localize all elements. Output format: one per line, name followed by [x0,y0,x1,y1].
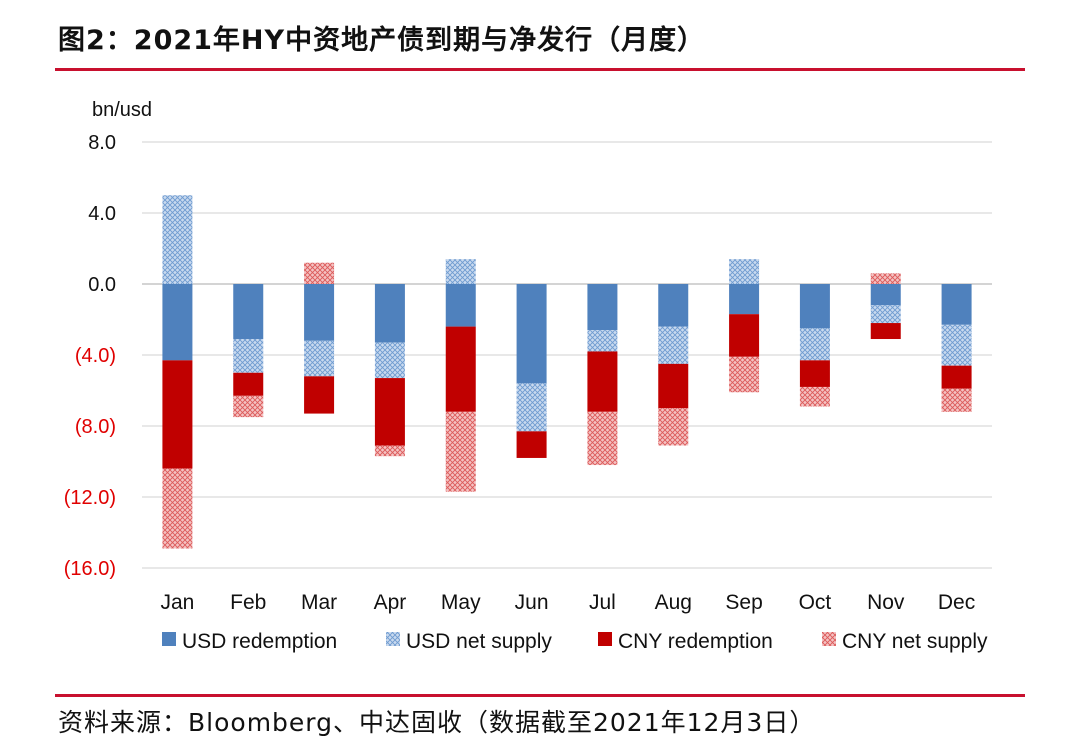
bar-cny-redemption [162,360,193,469]
bar-cny-redemption [304,376,335,414]
bar-usd-net-supply [941,324,972,366]
bar-cny-net-supply [729,356,760,393]
x-tick-label: Feb [230,591,266,614]
bar-cny-net-supply [374,445,405,457]
bar-usd-redemption [799,284,830,329]
y-tick-label: 0.0 [88,274,116,296]
bar-usd-redemption [587,284,618,331]
bar-usd-net-supply [304,340,335,377]
legend-cny-redemption-label: CNY redemption [618,630,773,653]
x-tick-label: Mar [301,591,337,614]
bar-usd-net-supply [445,259,476,284]
bar-usd-redemption [233,284,264,340]
bar-cny-redemption [445,326,476,412]
y-tick-label: (4.0) [75,345,116,367]
x-tick-label: May [441,591,481,614]
legend-cny-net-supply-label: CNY net supply [842,630,988,653]
legend-usd-net-supply-label: USD net supply [406,630,552,653]
x-tick-label: Jan [160,591,194,614]
legend-usd-net-supply-swatch [386,632,400,646]
legend-cny-net-supply-swatch [822,632,836,646]
bar-cny-net-supply [162,468,193,549]
bar-usd-net-supply [658,326,689,364]
bar-cny-net-supply [658,408,689,446]
y-tick-label: (8.0) [75,416,116,438]
bar-cny-redemption [587,351,618,412]
bar-usd-net-supply [516,383,547,432]
bar-cny-net-supply [870,273,901,284]
bar-usd-redemption [162,284,193,361]
x-tick-label: Oct [799,591,832,614]
bar-usd-redemption [374,284,405,343]
bar-cny-redemption [941,365,972,389]
x-axis: Jan Feb Mar Apr May Jun Jul Aug Sep Oct Nov Dec [160,591,975,614]
bar-usd-net-supply [374,342,405,379]
bar-cny-net-supply [941,388,972,412]
bar-usd-redemption [729,284,760,315]
legend: USD redemption USD net supply CNY redempti… [162,630,988,653]
bar-usd-redemption [658,284,689,327]
bar-cny-net-supply [799,386,830,407]
bar-usd-redemption [516,284,547,384]
x-tick-label: Apr [374,591,407,614]
bar-usd-net-supply [587,330,618,352]
x-tick-label: Dec [938,591,975,614]
y-axis: 8.0 4.0 0.0 (4.0) (8.0) (12.0) (16.0) [64,132,116,580]
bar-cny-net-supply [233,395,264,418]
source-divider [55,694,1025,697]
bar-cny-net-supply [304,262,335,284]
stacked-bar-chart: bn/usd 8.0 4.0 0.0 (4.0) (8.0) (12.0) (16.0) J… [64,99,992,653]
legend-cny-redemption-swatch [598,632,612,646]
bar-usd-net-supply [870,305,901,324]
y-tick-label: 8.0 [88,132,116,154]
x-tick-label: Jun [515,591,549,614]
bar-usd-redemption [304,284,335,341]
bar-usd-net-supply [729,259,760,284]
y-tick-label: (16.0) [64,558,116,580]
bar-cny-redemption [799,360,830,387]
x-tick-label: Sep [725,591,762,614]
legend-usd-redemption-label: USD redemption [182,630,337,653]
bar-cny-redemption [870,323,901,340]
source-note: 资料来源：Bloomberg、中达固收（数据截至2021年12月3日） [58,708,816,737]
bars [162,195,972,549]
title-divider [55,68,1025,71]
legend-usd-redemption-swatch [162,632,176,646]
x-tick-label: Aug [655,591,692,614]
bar-usd-net-supply [162,195,193,284]
bar-cny-net-supply [445,411,476,492]
x-tick-label: Nov [867,591,905,614]
bar-cny-redemption [374,378,405,446]
bar-cny-redemption [658,363,689,409]
page-title: 图2：2021年HY中资地产债到期与净发行（月度） [58,25,706,56]
bar-usd-redemption [941,284,972,325]
y-tick-label: (12.0) [64,487,116,509]
bar-cny-redemption [233,372,264,396]
bar-cny-redemption [729,314,760,357]
gridlines [142,141,992,569]
bar-cny-redemption [516,431,547,458]
x-tick-label: Jul [589,591,616,614]
unit-label: bn/usd [92,99,152,121]
bar-usd-net-supply [233,339,264,373]
y-tick-label: 4.0 [88,203,116,225]
bar-cny-net-supply [587,411,618,466]
bar-usd-net-supply [799,328,830,361]
bar-usd-redemption [445,284,476,327]
bar-usd-redemption [870,284,901,306]
